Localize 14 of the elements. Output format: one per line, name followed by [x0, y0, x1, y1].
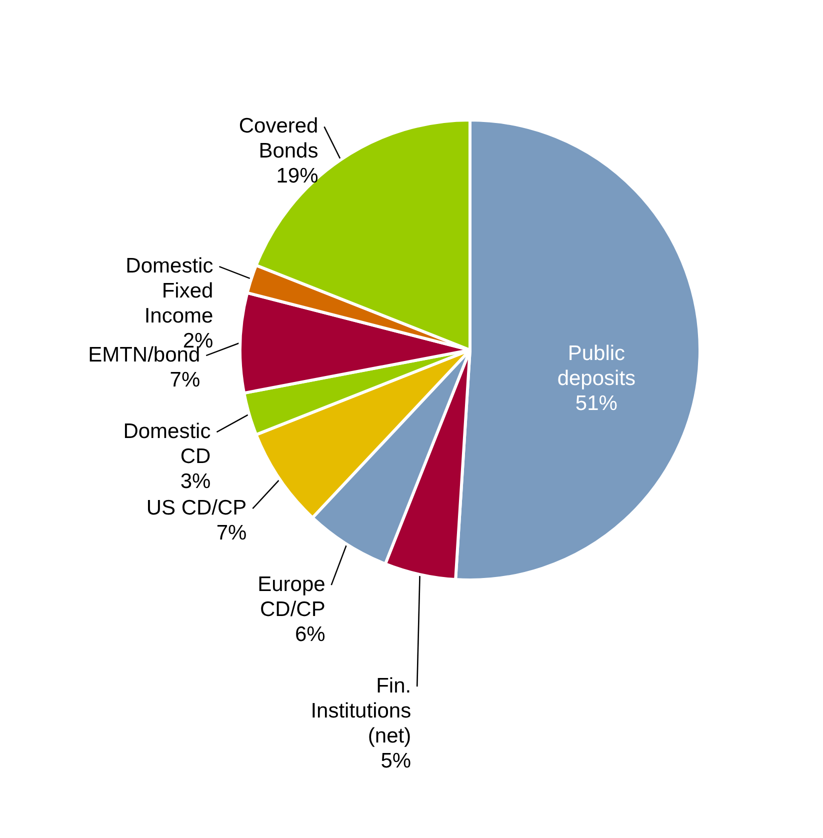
slice-label: US CD/CP: [146, 496, 247, 520]
data-label: 5%: [380, 750, 412, 773]
data-label: 7%: [216, 522, 247, 545]
slice-label: Public deposits: [557, 342, 636, 390]
data-label: 6%: [294, 623, 326, 646]
slice-label: Europe CD/CP: [258, 573, 326, 622]
data-label: 3%: [180, 470, 211, 494]
slice-label: Domestic Fixed Income: [126, 254, 214, 328]
data-label: 19%: [276, 164, 318, 188]
slice-label: Domestic CD: [123, 420, 211, 468]
data-label: 51%: [575, 392, 618, 415]
data-label: 7%: [170, 368, 200, 392]
slice-label: Covered Bonds: [238, 114, 318, 163]
slice-label: Fin. Institutions (net): [310, 674, 412, 748]
